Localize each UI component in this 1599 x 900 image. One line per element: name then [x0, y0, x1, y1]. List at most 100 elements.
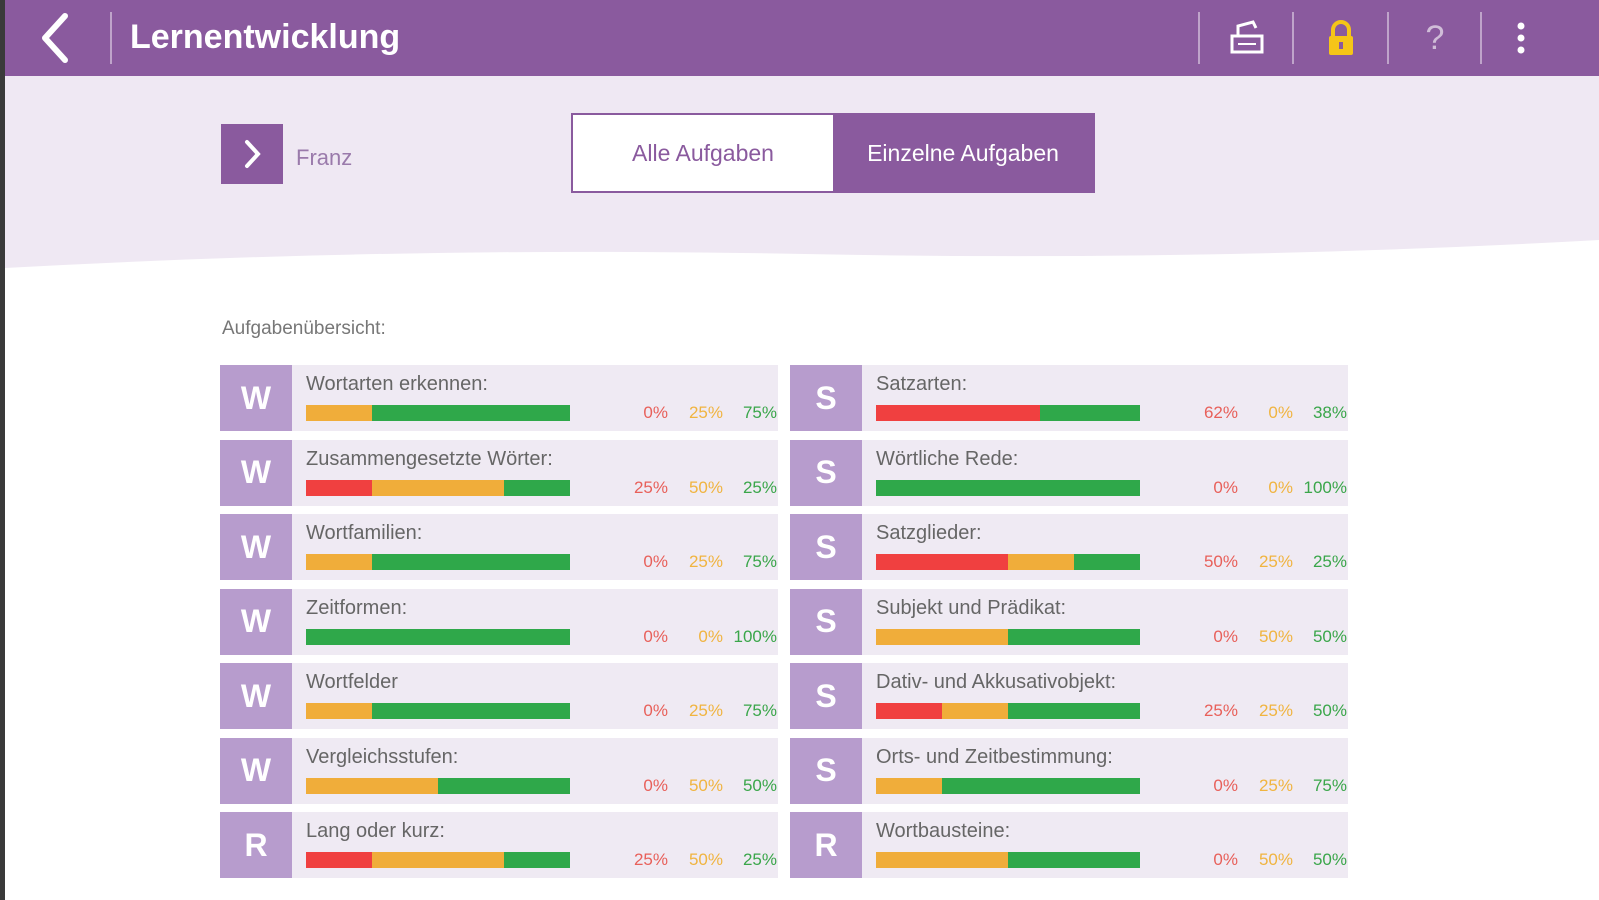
bar-segment-correct: [1008, 703, 1140, 719]
percent-wrong: 25%: [633, 477, 668, 497]
help-button[interactable]: ?: [1411, 14, 1459, 62]
task-row[interactable]: S Dativ- und Akkusativobjekt: 25% 25% 50…: [790, 663, 1348, 729]
task-row[interactable]: W Vergleichsstufen: 0% 50% 50%: [220, 737, 778, 804]
divider: [1387, 12, 1389, 64]
percent-correct: 50%: [1312, 850, 1347, 869]
percent-partial: 0%: [698, 626, 723, 646]
percent-wrong: 25%: [1203, 701, 1238, 720]
task-row[interactable]: W Zeitformen: 0% 0% 100%: [220, 588, 778, 655]
category-badge: W: [220, 365, 292, 431]
bar-segment-partial: [876, 852, 1008, 868]
percent-partial: 50%: [1258, 850, 1293, 869]
divider: [110, 12, 112, 64]
task-row[interactable]: W Wortarten erkennen: 0% 25% 75%: [220, 365, 778, 431]
page-title: Lernentwicklung: [130, 18, 401, 56]
bar-segment-correct: [1008, 852, 1140, 868]
percent-partial: 0%: [1268, 477, 1293, 497]
task-name: Satzglieder:: [876, 522, 982, 544]
task-name: Wortarten erkennen:: [306, 373, 488, 395]
task-name: Zusammengesetzte Wörter:: [306, 447, 553, 470]
task-row[interactable]: S Satzglieder: 50% 25% 25%: [790, 514, 1348, 580]
task-row[interactable]: S Wörtliche Rede: 0% 0% 100%: [790, 439, 1348, 506]
category-badge: W: [220, 737, 292, 804]
back-button[interactable]: [33, 10, 83, 66]
bar-segment-correct: [1074, 554, 1140, 570]
lock-button[interactable]: [1317, 14, 1365, 62]
percent-correct: 100%: [733, 626, 777, 646]
bar-segment-partial: [372, 852, 504, 868]
percent-wrong: 0%: [643, 403, 668, 422]
task-row[interactable]: S Orts- und Zeitbestimmung: 0% 25% 75%: [790, 737, 1348, 804]
bar-segment-correct: [306, 628, 570, 645]
progress-bar: [306, 479, 570, 496]
percent-wrong: 50%: [1203, 552, 1238, 571]
percent-partial: 25%: [1258, 701, 1293, 720]
task-row[interactable]: S Satzarten: 62% 0% 38%: [790, 365, 1348, 431]
progress-bar: [306, 554, 570, 570]
bar-segment-partial: [876, 628, 1008, 645]
progress-bar: [306, 777, 570, 794]
progress-bar: [876, 703, 1140, 719]
percent-correct: 25%: [742, 850, 777, 869]
task-row[interactable]: W Wortfamilien: 0% 25% 75%: [220, 514, 778, 580]
view-toggle: Alle Aufgaben Einzelne Aufgaben: [571, 113, 1095, 193]
task-name: Satzarten:: [876, 373, 968, 395]
task-row[interactable]: W Wortfelder 0% 25% 75%: [220, 663, 778, 729]
task-name: Wörtliche Rede:: [876, 447, 1019, 470]
task-name: Wortfamilien:: [306, 522, 423, 544]
bar-segment-partial: [372, 479, 504, 496]
percent-wrong: 62%: [1203, 403, 1238, 422]
student-name[interactable]: Franz: [296, 145, 353, 170]
bar-segment-wrong: [306, 852, 372, 868]
tab-all-tasks[interactable]: Alle Aufgaben: [632, 139, 774, 166]
progress-bar: [306, 405, 570, 421]
bar-segment-correct: [1039, 405, 1140, 421]
progress-bar: [876, 479, 1140, 496]
percent-correct: 50%: [742, 775, 777, 795]
task-row[interactable]: R Wortbausteine: 0% 50% 50%: [790, 812, 1348, 878]
bar-segment-partial: [306, 405, 372, 421]
task-name: Wortfelder: [306, 671, 398, 693]
app-header: Lernentwicklung ?: [5, 0, 1599, 76]
category-badge: S: [790, 514, 862, 580]
student-select-button[interactable]: [221, 124, 283, 184]
percent-correct: 50%: [1312, 626, 1347, 646]
progress-bar: [306, 852, 570, 868]
task-name: Lang oder kurz:: [306, 820, 445, 842]
percent-correct: 75%: [742, 701, 777, 720]
task-row[interactable]: W Zusammengesetzte Wörter: 25% 50% 25%: [220, 439, 778, 506]
print-button[interactable]: [1223, 14, 1271, 62]
percent-partial: 50%: [688, 850, 723, 869]
bar-segment-partial: [876, 777, 942, 794]
category-badge: W: [220, 514, 292, 580]
category-badge: R: [220, 812, 292, 878]
bar-segment-wrong: [876, 405, 1040, 421]
percent-wrong: 0%: [1213, 775, 1238, 795]
bar-segment-correct: [372, 405, 570, 421]
print-icon: [1230, 20, 1264, 54]
more-menu-button[interactable]: [1497, 14, 1545, 62]
progress-bar: [306, 703, 570, 719]
percent-correct: 50%: [1312, 701, 1347, 720]
task-row[interactable]: R Lang oder kurz: 25% 50% 25%: [220, 812, 778, 878]
percent-wrong: 0%: [643, 701, 668, 720]
percent-partial: 50%: [1258, 626, 1293, 646]
percent-correct: 75%: [742, 552, 777, 571]
bar-segment-correct: [504, 852, 570, 868]
task-name: Vergleichsstufen:: [306, 745, 459, 768]
bar-segment-correct: [438, 777, 570, 794]
percent-wrong: 0%: [1213, 850, 1238, 869]
task-name: Dativ- und Akkusativobjekt:: [876, 671, 1117, 693]
chevron-right-icon: [245, 140, 261, 168]
task-row[interactable]: S Subjekt und Prädikat: 0% 50% 50%: [790, 588, 1348, 655]
percent-correct: 75%: [1312, 775, 1347, 795]
bar-segment-partial: [1008, 554, 1074, 570]
category-badge: S: [790, 365, 862, 431]
tab-single-tasks[interactable]: Einzelne Aufgaben: [833, 115, 1093, 191]
percent-correct: 25%: [1312, 552, 1347, 571]
percent-wrong: 0%: [1213, 477, 1238, 497]
bar-segment-correct: [372, 703, 570, 719]
bar-segment-correct: [372, 554, 570, 570]
task-name: Orts- und Zeitbestimmung:: [876, 745, 1113, 768]
category-badge: W: [220, 588, 292, 655]
